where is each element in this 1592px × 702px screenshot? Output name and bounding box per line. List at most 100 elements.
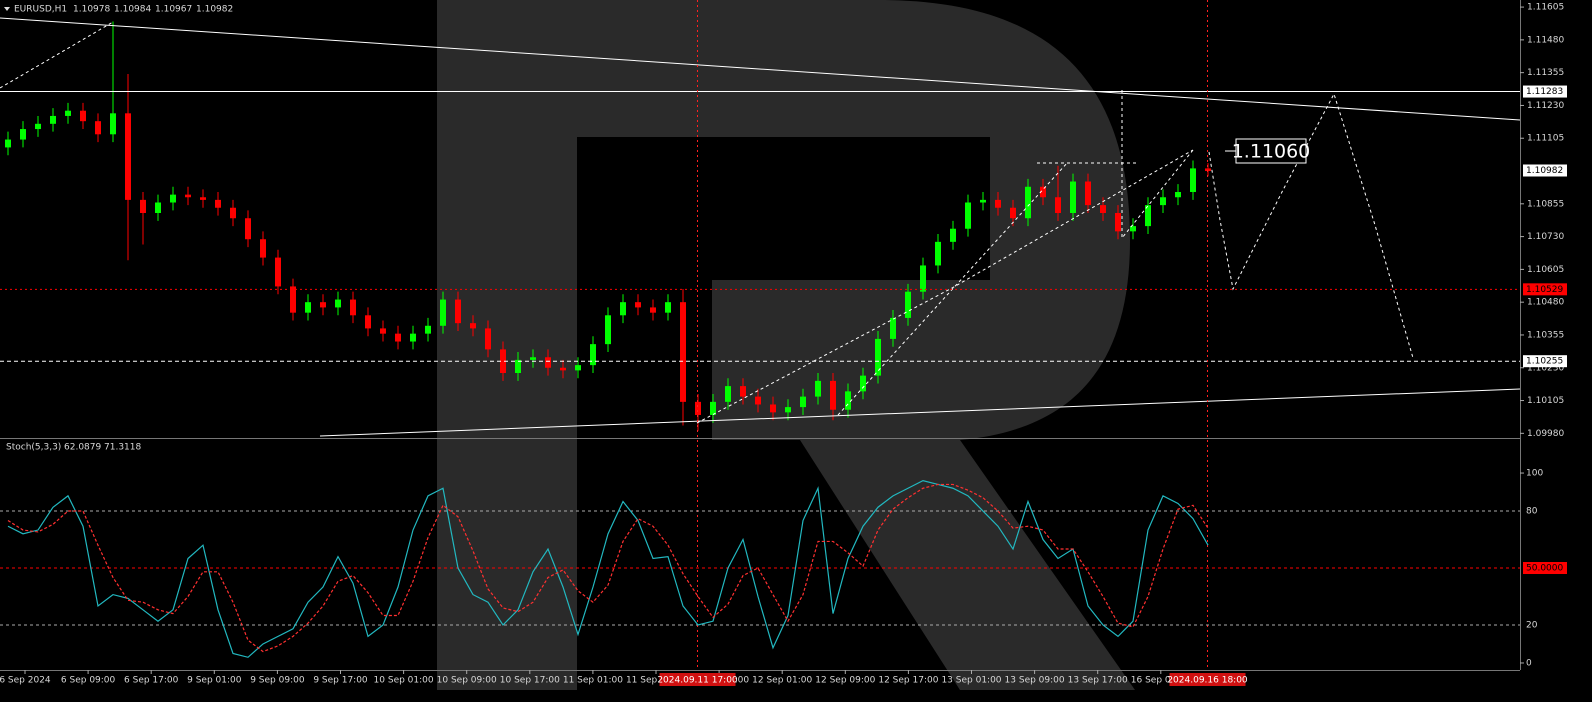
candle-body [890, 317, 896, 339]
candle-body [425, 325, 431, 334]
candle-body [1130, 226, 1136, 232]
candle-body [1010, 207, 1016, 219]
crosshair-box [1169, 673, 1246, 686]
y-tick-label: 1.11355 [1527, 68, 1564, 78]
x-tick-label: 9 Sep 09:00 [250, 676, 305, 686]
candle-body [365, 315, 371, 329]
candle-body [470, 323, 476, 329]
candle-body [125, 113, 131, 200]
candle-body [1100, 205, 1106, 213]
x-tick-label: 10 Sep 17:00 [500, 676, 560, 686]
y-tick-label: 1.10355 [1527, 330, 1564, 340]
indicator-value: 62.0879 [64, 443, 101, 453]
y-tick-label: 1.10605 [1527, 265, 1564, 275]
x-tick-label: 6 Sep 2024 [0, 676, 51, 686]
y-tick-label: 0 [1526, 658, 1532, 668]
candle-body [545, 357, 551, 368]
pattern-line [0, 21, 114, 89]
price-level-box [1523, 85, 1567, 98]
indicator-value: 71.3118 [104, 443, 141, 453]
candle-body [50, 115, 56, 124]
candle-body [1025, 186, 1031, 219]
stoch-line [7, 480, 1209, 658]
candle-body [20, 129, 26, 140]
candle-body [875, 338, 881, 376]
candle-body [1040, 186, 1046, 198]
candle-body [920, 265, 926, 292]
candle-body [215, 199, 221, 208]
forecast-path [1208, 92, 1414, 359]
price-level-box [1523, 283, 1567, 296]
quote-low: 1.10967 [155, 5, 192, 15]
candle-body [590, 344, 596, 366]
forecast-label: 1.11060 [1232, 141, 1311, 163]
x-tick-label: 12 Sep 17:00 [878, 676, 938, 686]
candle-body [1145, 205, 1151, 227]
candle-body [605, 315, 611, 345]
y-tick-label: 1.09980 [1527, 429, 1564, 439]
candle-body [320, 302, 326, 308]
candle-body [1160, 197, 1166, 206]
x-tick-label: 6 Sep 17:00 [124, 676, 179, 686]
candles [5, 21, 1211, 431]
candle-body [500, 349, 506, 373]
watermark-hole [577, 137, 990, 690]
y-tick-label: 1.10480 [1527, 298, 1564, 308]
x-tick-label: 13 Sep 17:00 [1068, 676, 1128, 686]
candle-body [110, 113, 116, 135]
pattern-line [696, 149, 1194, 424]
x-tick-label: 12 Sep 09:00 [815, 676, 875, 686]
candle-body [245, 218, 251, 240]
collapse-icon[interactable] [4, 7, 10, 11]
x-tick-label: 6 Sep 09:00 [61, 676, 116, 686]
candle-body [440, 299, 446, 326]
y-tick-label: 1.11605 [1527, 3, 1564, 13]
candle-body [335, 299, 341, 308]
candle-body [65, 110, 71, 116]
crosshair-label: 2024.09.16 18:00 [1167, 676, 1248, 686]
y-tick-label: 80 [1526, 507, 1538, 517]
candle-body [410, 333, 416, 342]
candle-body [395, 333, 401, 342]
price-level-label: 1.10255 [1526, 357, 1563, 367]
annotations [0, 0, 1521, 670]
candle-body [380, 328, 386, 334]
candle-body [980, 199, 986, 203]
y-tick-label: 1.10855 [1527, 199, 1564, 209]
quote-close: 1.10982 [196, 5, 233, 15]
candle-body [5, 139, 11, 148]
candle-body [305, 302, 311, 313]
trend-line [319, 388, 1521, 437]
quote-high: 1.10984 [114, 5, 151, 15]
candle-body [665, 302, 671, 313]
crosshair-label: 2024.09.11 17:00 [657, 676, 738, 686]
candle-body [530, 357, 536, 360]
forecast-box [1235, 138, 1307, 164]
watermark [437, 0, 1135, 690]
candle-body [740, 386, 746, 397]
candle-body [485, 328, 491, 350]
candle-body [695, 401, 701, 415]
y-tick-label: 1.10105 [1527, 396, 1564, 406]
candle-body [710, 401, 716, 415]
candle-body [1190, 168, 1196, 193]
candle-body [290, 286, 296, 313]
x-tick-label: 9 Sep 01:00 [187, 676, 242, 686]
x-tick-label: 16 Sep 09:00 [1131, 676, 1191, 686]
current-price-box [1523, 164, 1567, 177]
candle-body [1055, 197, 1061, 213]
watermark-stem [437, 0, 577, 690]
candle-body [1175, 192, 1181, 198]
candle-body [575, 365, 581, 371]
candle-body [620, 302, 626, 316]
indicator-title: Stoch(5,3,3) [6, 443, 61, 453]
y-tick-label: 100 [1526, 469, 1543, 479]
price-level-label: 1.10529 [1526, 285, 1563, 295]
stoch-line [7, 483, 1209, 653]
candle-body [230, 207, 236, 219]
candle-body [185, 194, 191, 198]
crosshair-box [659, 673, 736, 686]
level-box [1523, 562, 1567, 575]
candle-body [755, 396, 761, 405]
